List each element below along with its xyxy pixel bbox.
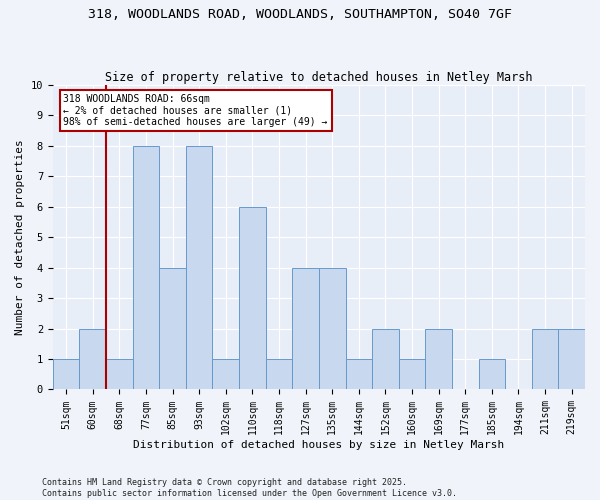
Bar (212, 359, 239, 390)
Bar (53, 359, 79, 390)
Bar (399, 359, 425, 390)
Bar (159, 268, 186, 390)
Title: Size of property relative to detached houses in Netley Marsh: Size of property relative to detached ho… (105, 70, 533, 84)
Text: 318 WOODLANDS ROAD: 66sqm
← 2% of detached houses are smaller (1)
98% of semi-de: 318 WOODLANDS ROAD: 66sqm ← 2% of detach… (64, 94, 328, 127)
Bar (79, 328, 106, 390)
Bar (239, 206, 266, 390)
Bar (186, 146, 212, 390)
Bar (292, 268, 319, 390)
Bar (133, 146, 159, 390)
Text: 318, WOODLANDS ROAD, WOODLANDS, SOUTHAMPTON, SO40 7GF: 318, WOODLANDS ROAD, WOODLANDS, SOUTHAMP… (88, 8, 512, 20)
X-axis label: Distribution of detached houses by size in Netley Marsh: Distribution of detached houses by size … (133, 440, 505, 450)
Bar (106, 359, 133, 390)
Bar (479, 359, 505, 390)
Bar (266, 359, 292, 390)
Bar (532, 328, 559, 390)
Bar (319, 268, 346, 390)
Bar (346, 359, 372, 390)
Y-axis label: Number of detached properties: Number of detached properties (15, 139, 25, 335)
Text: Contains HM Land Registry data © Crown copyright and database right 2025.
Contai: Contains HM Land Registry data © Crown c… (42, 478, 457, 498)
Bar (425, 328, 452, 390)
Bar (372, 328, 399, 390)
Bar (559, 328, 585, 390)
